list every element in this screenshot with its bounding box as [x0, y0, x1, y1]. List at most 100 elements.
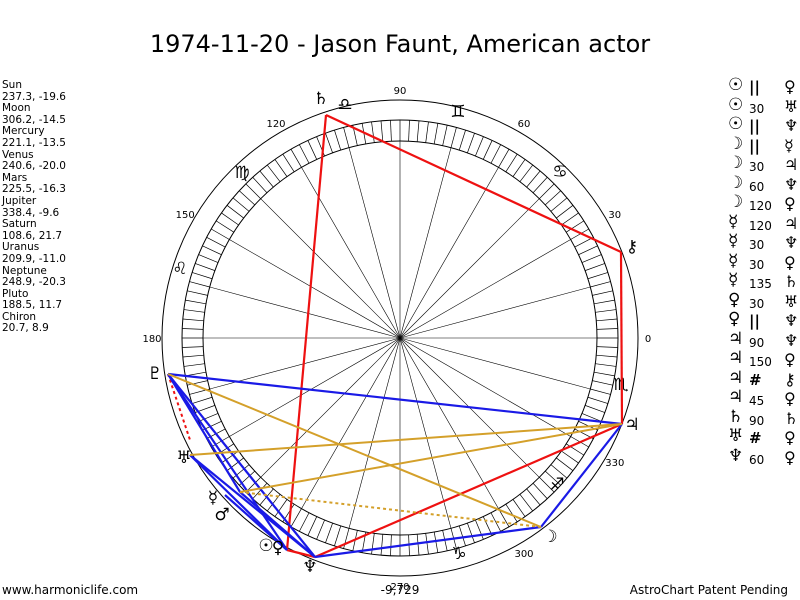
- degree-tick: [519, 494, 533, 512]
- degree-tick: [505, 503, 518, 523]
- degree-tick: [561, 450, 579, 464]
- aspect-symbol: 120: [749, 218, 772, 233]
- planet-value: 188.5, 11.7: [2, 299, 63, 312]
- degree-tick: [458, 129, 466, 151]
- planet-value: 240.6, -20.0: [2, 160, 66, 173]
- degree-tick: [252, 483, 268, 499]
- degree-tick: [574, 237, 594, 248]
- aspect-planet-a: ☽: [728, 133, 744, 154]
- planet-value: 306.2, -14.5: [2, 113, 66, 126]
- degree-tick: [408, 120, 410, 142]
- aspect-symbol: 60: [749, 452, 765, 467]
- degree-tick: [550, 197, 568, 212]
- degree-tick: [334, 525, 342, 547]
- degree-tick: [390, 120, 392, 142]
- aspect-planet-a: ☿: [728, 211, 739, 232]
- aspect-planet-b: ♀: [784, 77, 796, 96]
- planet-value: 20.7, 8.9: [2, 322, 49, 335]
- degree-tick: [325, 133, 333, 154]
- aspect-planet-a: ♃: [728, 367, 744, 388]
- aspect-line: [540, 423, 623, 528]
- degree-tick: [578, 245, 598, 256]
- aspect-symbol: 30: [749, 238, 765, 252]
- degree-tick: [189, 281, 210, 288]
- sign-glyph: ♐: [549, 475, 564, 495]
- degree-tick: [191, 272, 213, 280]
- degree-tick: [433, 123, 439, 145]
- degree-tick: [259, 170, 274, 188]
- degree-tick: [498, 508, 510, 527]
- degree-label: 0: [645, 334, 651, 345]
- degree-tick: [371, 533, 375, 555]
- degree-tick: [596, 318, 618, 322]
- aspect-symbol: 30: [749, 257, 765, 272]
- house-spoke: [348, 337, 401, 529]
- degree-tick: [539, 183, 555, 199]
- house-spoke: [399, 337, 591, 390]
- planet-name: Saturn: [2, 218, 37, 231]
- house-spoke: [348, 147, 401, 339]
- degree-tick: [182, 328, 204, 330]
- aspect-line: [619, 251, 624, 425]
- house-spoke: [209, 286, 401, 339]
- house-spoke: [399, 198, 540, 339]
- degree-tick: [274, 499, 288, 517]
- degree-tick: [467, 522, 475, 543]
- planet-name: Moon: [2, 102, 31, 115]
- degree-tick: [182, 354, 204, 358]
- degree-tick: [187, 380, 208, 386]
- aspect-row: ♃ 45 ♀: [722, 387, 798, 410]
- degree-tick: [226, 205, 244, 219]
- degree-tick: [299, 512, 310, 532]
- house-spoke: [229, 337, 401, 437]
- aspect-line: [167, 372, 623, 426]
- degree-tick: [232, 197, 250, 212]
- planet-name: Uranus: [2, 241, 40, 254]
- degree-tick: [584, 405, 605, 413]
- aspect-planet-b: ♆: [784, 116, 799, 135]
- aspect-row: ☽ 30 ♃: [722, 153, 799, 176]
- aspect-line: [167, 373, 241, 493]
- aspect-planet-a: ♃: [728, 348, 744, 368]
- degree-tick: [565, 220, 585, 233]
- aspect-planet-b: ⚷: [784, 369, 796, 389]
- aspect-symbol: 30: [749, 101, 765, 116]
- aspect-planet-b: ♆: [784, 174, 799, 194]
- aspect-symbol: 30: [749, 160, 765, 174]
- degree-tick: [545, 190, 561, 206]
- degree-tick: [211, 228, 230, 240]
- degree-tick: [380, 120, 384, 142]
- aspect-planet-b: ♀: [784, 252, 796, 272]
- aspect-line: [286, 548, 316, 559]
- degree-tick: [593, 371, 615, 377]
- aspect-line: [314, 525, 542, 559]
- degree-tick: [556, 457, 574, 471]
- degree-tick: [195, 263, 216, 271]
- chiron-glyph: ⚷: [626, 237, 638, 257]
- pluto-glyph: ♇: [147, 364, 162, 384]
- degree-tick: [221, 450, 239, 464]
- aspect-planet-a: ☉: [728, 94, 744, 115]
- degree-label: 30: [608, 210, 621, 221]
- aspect-row: ♆ 60 ♀: [722, 446, 798, 469]
- aspect-row: ♃ 150 ♀: [722, 348, 798, 371]
- aspect-line: [224, 494, 288, 551]
- aspect-row: ♅ # ♀: [722, 426, 798, 449]
- planet-value: 338.4, -9.6: [2, 206, 60, 219]
- house-spoke: [229, 239, 401, 339]
- degree-tick: [187, 290, 208, 296]
- aspect-list: ☉ || ♀ ☉ 30 ♅ ☉ || ♆ ☽ || ☿ ☽ 30 ♃ ☽ 60 ♆ ☽ 120 ♀ ☿ 120 ♃ ☿ 30 ♆ ☿ 3…: [722, 75, 799, 469]
- neptune-glyph: ♆: [302, 557, 317, 577]
- aspect-line: [189, 454, 288, 551]
- aspect-row: ♀ 30 ♅: [722, 290, 798, 313]
- planet-name: Mars: [2, 171, 28, 184]
- aspect-planet-b: ♃: [784, 155, 799, 174]
- aspect-planet-b: ♀: [784, 447, 796, 467]
- saturn-glyph: ♄: [313, 89, 328, 109]
- degree-tick: [425, 121, 429, 143]
- degree-tick: [584, 263, 605, 271]
- planet-name: Venus: [2, 148, 34, 161]
- site-url: www.harmoniclife.com: [2, 583, 139, 597]
- house-spoke: [399, 167, 499, 339]
- aspect-symbol: ||: [749, 136, 760, 155]
